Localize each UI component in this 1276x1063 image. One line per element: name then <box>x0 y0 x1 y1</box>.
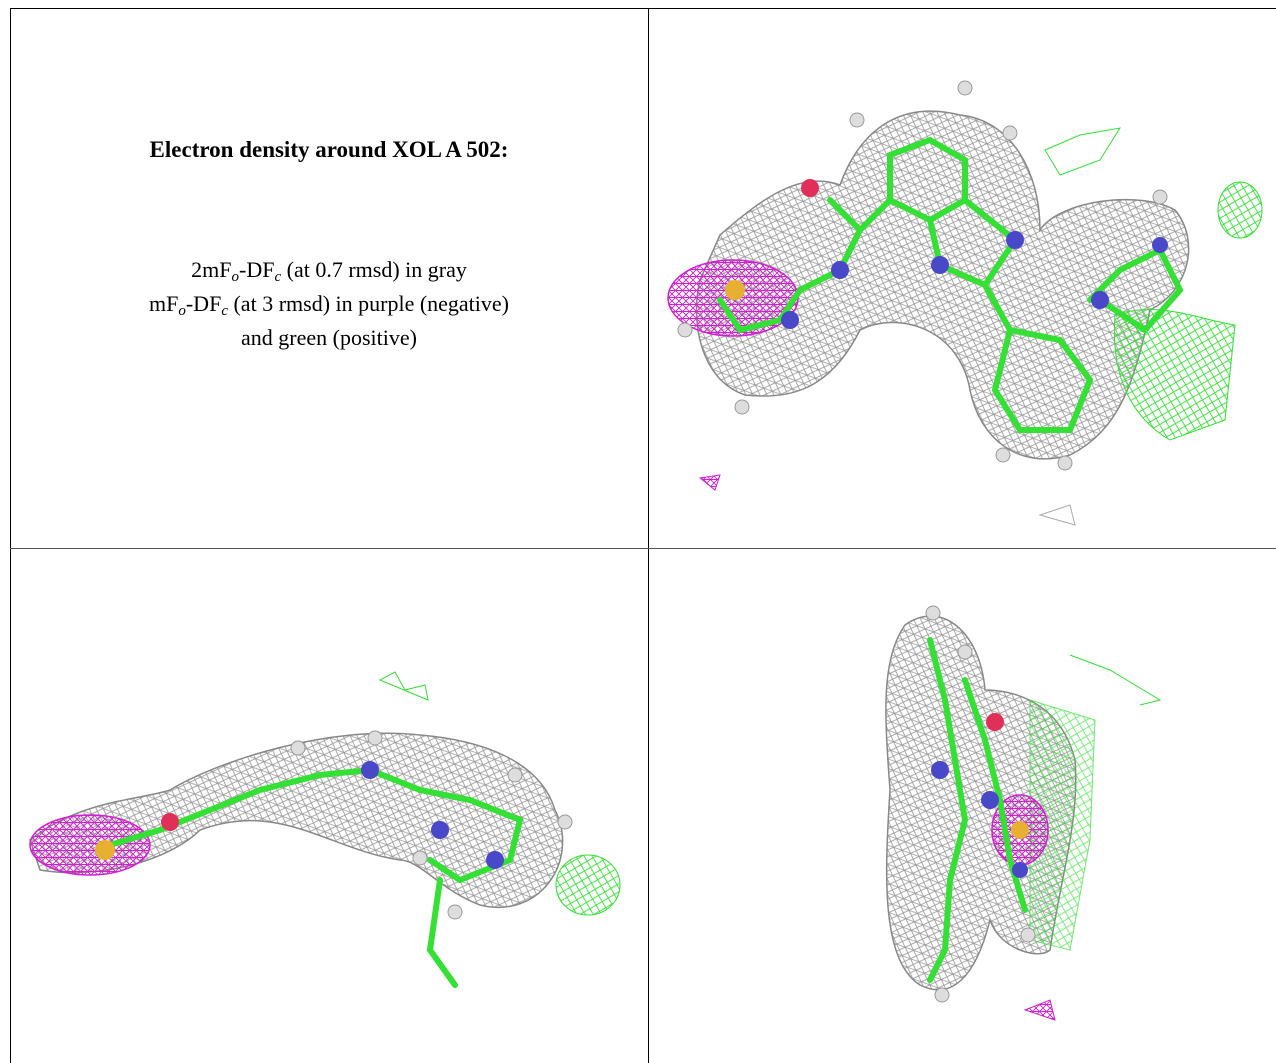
legend-line: and green (positive) <box>11 321 647 355</box>
atoms <box>677 80 1168 471</box>
density-view-top <box>667 80 1263 526</box>
legend-line: 2mFo-DFc (at 0.7 rmsd) in gray <box>11 253 647 287</box>
legend-text: mF <box>149 291 179 316</box>
subscript: c <box>221 303 228 319</box>
panel-title: Electron density around XOL A 502: <box>149 137 509 162</box>
table-borders <box>10 8 1276 1063</box>
density-view-right <box>885 605 1162 1021</box>
legend-line: mFo-DFc (at 3 rmsd) in purple (negative) <box>11 287 647 321</box>
legend: 2mFo-DFc (at 0.7 rmsd) in gray mFo-DFc (a… <box>11 253 647 355</box>
density-view-left <box>29 671 621 988</box>
subscript: o <box>178 303 186 319</box>
subscript: c <box>274 269 282 285</box>
subscript: o <box>231 269 240 285</box>
legend-text: -DF <box>239 257 275 282</box>
legend-text: 2mF <box>191 257 232 282</box>
legend-text: (at 0.7 rmsd) in gray <box>281 257 467 282</box>
legend-text: and green (positive) <box>241 325 417 350</box>
legend-text: -DF <box>185 291 222 316</box>
text-panel: Electron density around XOL A 502: 2mFo-… <box>11 9 647 547</box>
legend-text: (at 3 rmsd) in purple (negative) <box>227 291 509 316</box>
